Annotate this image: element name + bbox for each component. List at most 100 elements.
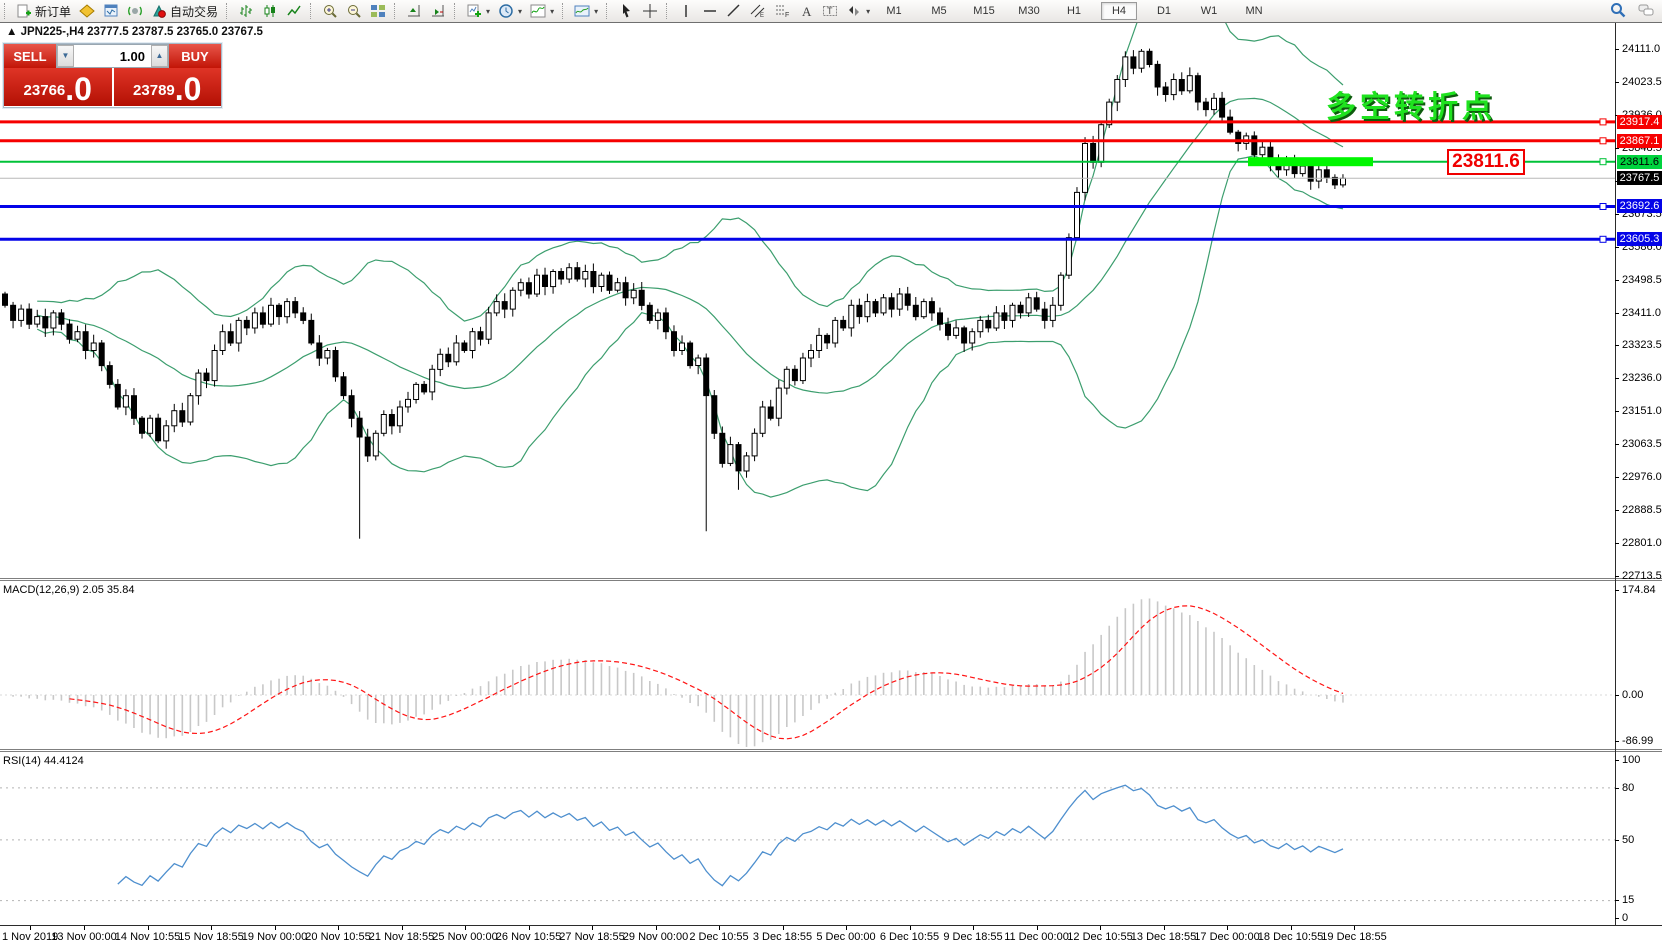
buy-price[interactable]: 23789.0 <box>113 68 221 106</box>
timeframe-H1[interactable]: H1 <box>1066 5 1082 17</box>
timeframe-H4[interactable]: H4 <box>1101 2 1137 20</box>
candlestick-mode-button[interactable] <box>258 1 282 21</box>
dropdown-caret-icon: ▾ <box>550 6 555 16</box>
panel-divider[interactable] <box>0 749 1662 750</box>
timeframe-W1[interactable]: W1 <box>1200 5 1218 17</box>
buy-button[interactable]: BUY <box>169 44 221 68</box>
auto-trading-icon <box>153 4 166 18</box>
toolbar-grip[interactable] <box>606 3 610 19</box>
auto-scroll-button[interactable] <box>402 1 426 21</box>
toolbar-grip[interactable] <box>562 3 566 19</box>
horizontal-line-tool-button[interactable] <box>698 1 722 21</box>
periods-button[interactable]: ▾ <box>494 1 526 21</box>
price-tick-label: 23151.0 <box>1622 405 1662 418</box>
market-watch-button[interactable] <box>75 1 99 21</box>
zoom-out-icon <box>348 5 361 18</box>
text-label-tool-button[interactable]: T <box>818 1 842 21</box>
new-order-button[interactable]: 新订单 <box>12 1 75 21</box>
chart-shift-button[interactable] <box>426 1 450 21</box>
data-window-button[interactable] <box>99 1 123 21</box>
equidistant-channel-tool-button[interactable]: E <box>746 1 770 21</box>
toolbar-grip[interactable] <box>226 3 230 19</box>
price-tick-label: 23236.0 <box>1622 372 1662 385</box>
search-icon[interactable] <box>1610 2 1626 18</box>
buy-price-main: 23789 <box>133 82 175 99</box>
rsi-axis-label: 100 <box>1622 754 1641 766</box>
new-chart-icon <box>467 4 482 17</box>
main-chart-canvas[interactable] <box>0 22 1615 578</box>
volume-increase-button[interactable]: ▲ <box>151 45 168 67</box>
fibonacci-tool-button[interactable]: F <box>770 1 794 21</box>
time-tick-mark <box>719 926 720 930</box>
auto-trading-button[interactable]: 自动交易 <box>147 1 222 21</box>
price-tick-label: 23498.5 <box>1622 273 1662 286</box>
arrows-icon <box>849 6 860 16</box>
toolbar-grip[interactable] <box>666 3 670 19</box>
zoom-in-button[interactable] <box>318 1 342 21</box>
fibonacci-icon: F <box>776 5 789 19</box>
time-axis-label: 3 Dec 18:55 <box>752 931 813 943</box>
tile-windows-icon <box>371 5 386 17</box>
line-chart-mode-button[interactable] <box>282 1 306 21</box>
time-axis-label: 18 Dec 10:55 <box>1257 931 1324 943</box>
rsi-canvas[interactable] <box>0 752 1615 925</box>
panel-divider[interactable] <box>0 751 1662 752</box>
crosshair-tool-button[interactable] <box>638 1 662 21</box>
cursor-tool-button[interactable] <box>614 1 638 21</box>
toolbar-grip[interactable] <box>4 3 8 19</box>
sell-button[interactable]: SELL <box>4 44 56 68</box>
panel-divider[interactable] <box>0 580 1662 581</box>
time-axis-label: 20 Nov 10:55 <box>305 931 371 943</box>
volume-decrease-button[interactable]: ▼ <box>57 45 74 67</box>
timeframe-M5[interactable]: M5 <box>931 5 947 17</box>
text-tool-button[interactable]: A <box>794 1 818 21</box>
timeframe-D1[interactable]: D1 <box>1156 5 1172 17</box>
trendline-icon <box>727 4 740 17</box>
timeframe-M15[interactable]: M15 <box>973 5 995 17</box>
tile-windows-button[interactable] <box>366 1 390 21</box>
new-order-label: 新订单 <box>35 4 72 19</box>
rsi-axis-label: 50 <box>1622 834 1635 846</box>
crosshair-icon <box>643 4 658 18</box>
indicators-button[interactable]: ▾ <box>526 1 558 21</box>
dropdown-caret-icon: ▾ <box>486 6 491 16</box>
timeframe-M30[interactable]: M30 <box>1018 5 1040 17</box>
price-tick-label: 23761.0 <box>1622 174 1662 187</box>
time-axis-label: 6 Dec 10:55 <box>879 931 940 943</box>
timeframe-M1[interactable]: M1 <box>886 5 902 17</box>
toolbar-grip[interactable] <box>454 3 458 19</box>
arrows-tool-button[interactable]: ▾ <box>842 1 874 21</box>
time-tick-mark <box>84 926 85 930</box>
timeframe-bar: M1 M5 M15 M30 H1 H4 D1 W1 MN <box>876 0 1281 22</box>
time-axis-label: 27 Nov 18:55 <box>559 931 625 943</box>
broadcast-icon <box>128 6 143 16</box>
toolbar-grip[interactable] <box>394 3 398 19</box>
bar-chart-mode-button[interactable] <box>234 1 258 21</box>
horizontal-line-icon <box>704 10 717 12</box>
price-tick-label: 23673.5 <box>1622 207 1662 220</box>
alerts-button[interactable] <box>123 1 147 21</box>
toolbar-grip[interactable] <box>310 3 314 19</box>
toolbar: 新订单 自动交易 <box>0 0 1662 23</box>
panel-divider[interactable] <box>0 578 1662 579</box>
trendline-tool-button[interactable] <box>722 1 746 21</box>
templates-button[interactable]: ▾ <box>570 1 602 21</box>
sell-price[interactable]: 23766.0 <box>4 68 112 106</box>
new-chart-button[interactable]: ▾ <box>462 1 494 21</box>
zoom-out-button[interactable] <box>342 1 366 21</box>
volume-input[interactable] <box>74 45 151 67</box>
price-level-tag: 23917.4 <box>1617 114 1662 129</box>
time-tick-mark <box>1036 926 1038 930</box>
timeframe-MN[interactable]: MN <box>1245 5 1263 17</box>
vertical-line-tool-button[interactable] <box>674 1 698 21</box>
time-tick-mark <box>846 926 847 930</box>
cursor-icon <box>623 4 631 18</box>
sell-price-main: 23766 <box>23 82 66 99</box>
time-axis-label: 17 Dec 00:00 <box>1194 931 1260 943</box>
volume-stepper: ▼ ▲ <box>56 44 169 68</box>
bar-chart-icon <box>240 5 253 17</box>
text-label-icon: T <box>823 6 838 16</box>
price-level-tag: 23867.1 <box>1617 133 1662 148</box>
macd-canvas[interactable] <box>0 581 1615 749</box>
chat-icon[interactable] <box>1638 2 1654 18</box>
